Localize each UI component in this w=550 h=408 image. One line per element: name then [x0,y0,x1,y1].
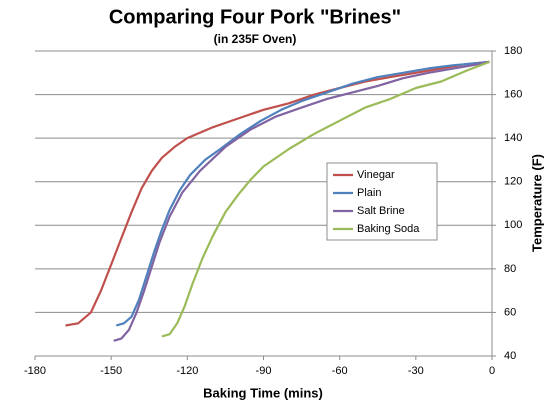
x-tick-label: -120 [176,365,198,377]
series-line [113,60,490,342]
y-tick-label: 160 [504,88,522,100]
series-line [161,60,490,338]
y-tick-label: 120 [504,176,522,188]
y-tick-label: 140 [504,132,522,144]
y-tick-label: 40 [504,350,516,362]
x-tick-label: -60 [332,365,348,377]
y-tick-label: 60 [504,306,516,318]
chart-title: Comparing Four Pork "Brines" [109,6,401,28]
x-tick-label: -30 [408,365,424,377]
x-tick-label: -180 [24,365,46,377]
y-tick-label: 180 [504,45,522,57]
legend-label: Vinegar [357,169,395,181]
series-line [115,60,490,327]
x-axis-title: Baking Time (mins) [203,385,323,400]
x-tick-label: -90 [256,365,272,377]
y-tick-label: 100 [504,219,522,231]
y-axis-title: Temperature (F) [529,154,544,252]
x-tick-label: -150 [100,365,122,377]
chart-subtitle: (in 235F Oven) [214,32,297,46]
y-tick-label: 80 [504,263,516,275]
legend-label: Salt Brine [357,205,405,217]
legend-label: Plain [357,187,381,199]
x-tick-label: 0 [489,365,495,377]
legend-label: Baking Soda [357,223,420,235]
series-line [65,60,490,327]
